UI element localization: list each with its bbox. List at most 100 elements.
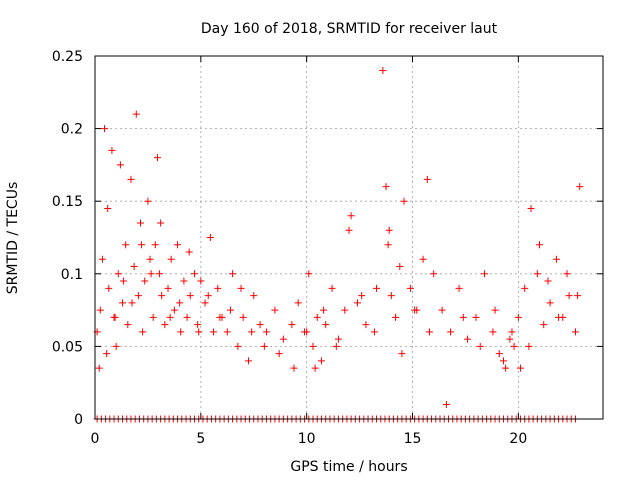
data-point xyxy=(406,284,414,292)
data-point xyxy=(141,277,149,285)
data-point xyxy=(294,299,302,307)
data-point xyxy=(430,270,438,278)
data-point xyxy=(516,364,524,372)
data-point xyxy=(502,364,510,372)
data-point xyxy=(153,154,161,162)
data-point xyxy=(108,146,116,154)
data-point xyxy=(419,255,427,263)
data-point xyxy=(396,263,404,271)
data-point xyxy=(384,241,392,249)
x-tick-label: 20 xyxy=(509,431,527,447)
data-point xyxy=(147,270,155,278)
data-point xyxy=(214,284,222,292)
data-point xyxy=(237,284,245,292)
data-point xyxy=(275,350,283,358)
data-point xyxy=(190,270,198,278)
data-point xyxy=(328,284,336,292)
data-point xyxy=(180,277,188,285)
data-point xyxy=(313,313,321,321)
data-point xyxy=(508,328,516,336)
y-tick-label: 0.05 xyxy=(52,339,83,355)
x-tick-label: 15 xyxy=(404,431,422,447)
data-point xyxy=(506,335,514,343)
data-point xyxy=(223,328,231,336)
data-point xyxy=(555,313,563,321)
data-point xyxy=(195,328,203,336)
data-point xyxy=(320,306,328,314)
data-point xyxy=(345,226,353,234)
data-point xyxy=(138,241,146,249)
y-tick-label: 0.1 xyxy=(61,267,83,283)
data-point xyxy=(201,299,209,307)
data-point xyxy=(161,321,169,329)
data-point xyxy=(563,270,571,278)
data-point xyxy=(122,241,130,249)
data-point xyxy=(210,328,218,336)
data-point xyxy=(309,342,317,350)
grid-lines xyxy=(95,56,603,419)
data-point xyxy=(101,125,109,133)
data-point xyxy=(447,328,455,336)
data-point xyxy=(400,197,408,205)
data-point xyxy=(521,284,529,292)
data-point xyxy=(132,110,140,118)
data-point xyxy=(574,292,582,300)
data-point xyxy=(370,328,378,336)
data-point xyxy=(387,292,395,300)
x-axis-label: GPS time / hours xyxy=(290,459,407,475)
data-point xyxy=(128,299,136,307)
data-point xyxy=(510,342,518,350)
data-point xyxy=(164,284,172,292)
data-point xyxy=(239,313,247,321)
y-tick-label: 0.15 xyxy=(52,194,83,210)
data-point xyxy=(382,183,390,191)
data-point xyxy=(104,204,112,212)
data-point xyxy=(546,299,554,307)
data-point xyxy=(311,364,319,372)
data-point xyxy=(279,335,287,343)
data-point xyxy=(204,292,212,300)
y-tick-label: 0.2 xyxy=(61,122,83,138)
data-point xyxy=(127,175,135,183)
data-point xyxy=(156,270,164,278)
data-point xyxy=(334,335,342,343)
data-point xyxy=(120,277,128,285)
data-point xyxy=(183,313,191,321)
data-point xyxy=(96,306,104,314)
data-point xyxy=(114,270,122,278)
axis-ticks: 0 5 10 15 20 0 0.05 0.1 0.15 0.2 0.25 xyxy=(52,49,603,447)
data-point xyxy=(98,255,106,263)
data-point xyxy=(229,270,237,278)
data-point xyxy=(262,328,270,336)
data-point xyxy=(176,299,184,307)
data-point xyxy=(170,306,178,314)
data-point xyxy=(527,204,535,212)
data-point xyxy=(111,313,119,321)
data-point xyxy=(423,175,431,183)
data-point xyxy=(373,284,381,292)
data-point xyxy=(565,292,573,300)
x-tick-label: 10 xyxy=(298,431,316,447)
data-point xyxy=(146,255,154,263)
data-point xyxy=(256,321,264,329)
data-point xyxy=(144,197,152,205)
data-point xyxy=(332,342,340,350)
data-point xyxy=(480,270,488,278)
data-point xyxy=(157,219,165,227)
data-point xyxy=(495,350,503,358)
data-point xyxy=(459,313,467,321)
data-point xyxy=(358,292,366,300)
data-point xyxy=(290,364,298,372)
data-point xyxy=(216,313,224,321)
data-point xyxy=(197,277,205,285)
data-point xyxy=(112,342,120,350)
data-point xyxy=(500,357,508,365)
chart-title: Day 160 of 2018, SRMTID for receiver lau… xyxy=(201,21,498,37)
data-point xyxy=(317,357,325,365)
data-point xyxy=(226,306,234,314)
data-point xyxy=(455,284,463,292)
data-point xyxy=(341,306,349,314)
y-tick-label: 0 xyxy=(74,412,83,428)
x-tick-label: 0 xyxy=(91,431,100,447)
